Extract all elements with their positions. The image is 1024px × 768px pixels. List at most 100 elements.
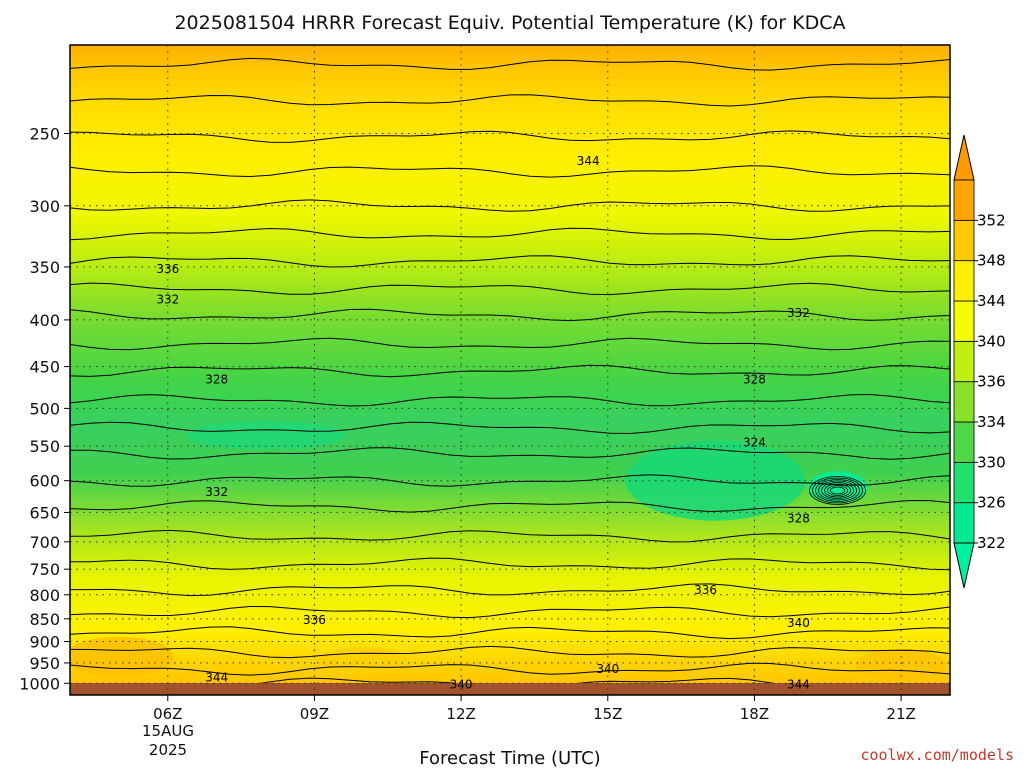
x-date-line2: 2025 [149,741,187,759]
gridlines [70,45,950,695]
y-tick-label: 1000 [19,674,60,693]
contour-label: 336 [156,262,179,276]
colorbar-label: 334 [977,413,1006,431]
colorbar-label: 326 [977,494,1006,512]
contour-ring [812,477,863,504]
contour-ring [824,483,851,498]
y-tick-label: 450 [29,358,60,377]
contour-line [70,529,950,543]
x-tick-label: 06Z [153,705,182,723]
contour-line [70,499,950,513]
y-tick-label: 600 [29,472,60,491]
colorbar-under-arrow [953,542,975,589]
low-theta-pocket [625,440,806,521]
contour-line [70,199,950,212]
colorbar-segment [953,461,975,504]
y-tick-label: 850 [29,610,60,629]
contour-ring [809,476,866,505]
contour-labels: 344 336 332 332 328 328 324 332 328 336 336 340 340 3… [156,154,810,691]
contour-label: 340 [596,662,619,676]
colorbar-segment [953,260,975,302]
x-date-line1: 15AUG [142,722,194,740]
colorbar-segment [953,502,975,544]
contour-label: 332 [205,485,228,499]
y-tick-label: 250 [29,124,60,143]
contour-label: 328 [205,373,228,387]
colorbar-label: 322 [977,534,1006,552]
contour-ring [821,482,854,499]
x-axis-label: Forecast Time (UTC) [419,748,600,768]
y-axis: 250 300 350 400 450 500 550 600 650 700 750 800 850 9… [19,124,70,693]
contour-line [70,557,950,571]
y-tick-label: 500 [29,399,60,418]
x-tick-label: 12Z [446,705,475,723]
contour-line [70,308,950,322]
colorbar-label: 348 [977,252,1006,270]
contour-line [70,421,950,435]
y-tick-label: 700 [29,533,60,552]
colorbar-segment [953,179,975,221]
contour-ring [827,485,848,496]
colorbar-segment [953,219,975,262]
contour-line [70,605,950,619]
field-background [70,45,950,695]
contour-label: 328 [743,373,766,387]
contour-label: 336 [694,583,717,597]
contour-ring [815,479,860,502]
field-anomalies [70,421,947,682]
colorbar-label: 330 [977,453,1006,471]
contour-line [70,393,950,407]
contour-label: 336 [303,613,326,627]
contour-lines [70,57,950,690]
colorbar-label: 352 [977,211,1006,229]
contour-line [70,583,950,597]
contour-line [70,165,950,178]
y-tick-label: 800 [29,586,60,605]
contour-line [70,282,950,296]
contour-label: 344 [577,154,600,168]
colorbar-segment [953,300,975,342]
contour-line [70,57,950,71]
chart-title: 2025081504 HRRR Forecast Equiv. Potentia… [174,12,845,34]
contour-line [70,447,950,460]
colorbar-over-arrow [953,134,975,181]
boundary-warm-pocket [70,636,174,677]
y-tick-label: 950 [29,654,60,673]
x-tick-label: 15Z [593,705,622,723]
boundary-warm-pocket [856,649,947,682]
y-tick-label: 400 [29,311,60,330]
plot-frame [69,44,951,696]
contour-label: 328 [787,511,810,525]
y-tick-label: 900 [29,632,60,651]
contour-label: 344 [787,677,810,691]
contour-ring [830,486,845,495]
contour-label: 324 [743,436,766,450]
colorbar-segment [953,421,975,463]
surface-band [70,683,950,695]
x-axis: 06Z 09Z 12Z 15Z 18Z 21Z [153,695,916,723]
colorbar-label: 336 [977,373,1006,391]
contour-label: 340 [450,677,473,691]
plot-area [70,45,950,695]
y-tick-label: 350 [29,258,60,277]
boundary-warm-pocket [318,646,409,675]
colorbar-label: 344 [977,292,1006,310]
colorbar-segment [953,340,975,383]
contour-label: 344 [205,670,228,684]
y-tick-label: 750 [29,560,60,579]
x-tick-label: 18Z [740,705,769,723]
contour-line [70,662,950,676]
colorbar-segment [953,381,975,423]
contour-line [70,227,950,241]
contour-line [70,364,950,378]
credit-text: coolwx.com/models [860,746,1014,764]
x-tick-label: 09Z [300,705,329,723]
contour-label: 332 [156,293,179,307]
x-tick-label: 21Z [886,705,915,723]
contour-line [70,130,950,143]
contour-line [70,474,950,487]
contour-label: 332 [787,306,810,320]
contour-line [70,626,950,640]
contour-line [70,94,950,107]
